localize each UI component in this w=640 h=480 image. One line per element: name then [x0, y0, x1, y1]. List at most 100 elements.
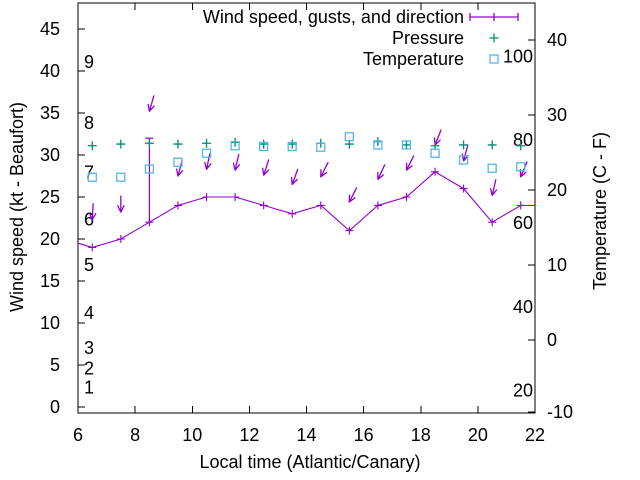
y2-tick-label-c: 40: [547, 30, 567, 50]
y2-axis-title: Temperature (C - F): [590, 132, 610, 290]
pressure-point: [487, 140, 497, 150]
beaufort-scale-label: 2: [84, 358, 94, 378]
x-tick-label: 6: [73, 425, 83, 445]
wind-point: [202, 193, 211, 201]
pressure-point: [144, 138, 154, 148]
wind-point: [402, 193, 411, 201]
temperature-point: [516, 162, 526, 172]
wind-direction-arrow: [377, 164, 386, 181]
x-tick-label: 18: [411, 425, 431, 445]
axis-ticks: [77, 3, 536, 413]
y-tick-label-kt: 45: [40, 19, 60, 39]
legend: Wind speed, gusts, and direction Pressur…: [203, 7, 519, 69]
wind-direction-arrow: [262, 159, 270, 176]
wind-direction-arrow: [519, 161, 528, 178]
wind-direction-arrow: [204, 152, 212, 170]
wind-point: [431, 167, 440, 176]
plot-generated-content: 6 8 10 12 14 16 18 20 22051015202530354045403020…: [40, 2, 573, 445]
temperature-point: [287, 141, 297, 152]
temperature-point: [373, 140, 383, 150]
temperature-point: [316, 142, 326, 152]
wind-point: [259, 201, 268, 210]
pressure-point: [259, 139, 269, 149]
x-tick-label: 14: [296, 425, 316, 445]
temperature-point: [201, 148, 212, 158]
pressure-point: [516, 141, 526, 151]
beaufort-scale-label: 3: [84, 338, 94, 358]
y2-tick-label-c: -10: [547, 402, 573, 422]
y-tick-label-kt: 35: [40, 103, 60, 123]
x-tick-label: 22: [525, 425, 545, 445]
legend-label-temperature: Temperature: [363, 49, 464, 69]
pressure-series: [87, 137, 526, 151]
wind-direction-arrow: [348, 187, 358, 203]
beaufort-scale-label: 5: [84, 255, 94, 275]
y-tick-label-kt: 10: [40, 313, 60, 333]
temperature-point: [230, 141, 240, 151]
fahrenheit-scale-label: 100: [503, 47, 533, 67]
legend-label-pressure: Pressure: [392, 28, 464, 48]
pressure-point: [459, 140, 469, 150]
legend-temperature-square-icon: [489, 54, 499, 64]
x-tick-label: 10: [182, 425, 202, 445]
wind-direction-arrow: [290, 168, 299, 186]
wind-point: [116, 235, 125, 243]
wind-line: [77, 171, 535, 248]
y-axis-title: Wind speed (kt - Beaufort): [7, 102, 27, 312]
y-tick-label-kt: 0: [50, 397, 60, 417]
y-tick-label-kt: 40: [40, 61, 60, 81]
y-tick-label-kt: 25: [40, 187, 60, 207]
wind-direction-arrow: [147, 95, 155, 112]
legend-wind-sample-icon: [469, 13, 519, 21]
fahrenheit-scale-label: 20: [513, 380, 533, 400]
wind-point: [373, 201, 382, 210]
beaufort-scale-label: 4: [84, 303, 94, 323]
beaufort-scale-label: 9: [84, 52, 94, 72]
wind-point: [459, 184, 468, 193]
temperature-point: [87, 172, 97, 182]
wind-direction-arrow: [405, 155, 415, 171]
wind-point: [316, 201, 325, 210]
temperature-point: [458, 155, 469, 165]
fahrenheit-scale-label: 80: [513, 130, 533, 150]
wind-direction-arrows: [88, 95, 528, 221]
wind-point: [288, 209, 297, 218]
wind-point: [345, 226, 354, 235]
wind-point: [145, 218, 154, 227]
temperature-point: [344, 132, 354, 142]
wind-point: [88, 243, 97, 252]
y-tick-label-kt: 5: [50, 355, 60, 375]
fahrenheit-scale-label: 40: [513, 297, 533, 317]
temperature-point: [173, 157, 183, 167]
pressure-point: [116, 139, 126, 149]
y2-tick-label-c: 30: [547, 105, 567, 125]
x-tick-label: 16: [354, 425, 374, 445]
y2-tick-label-c: 10: [547, 255, 567, 275]
beaufort-scale-label: 1: [84, 378, 94, 398]
wind-direction-arrow: [320, 161, 329, 178]
temperature-point: [430, 148, 440, 158]
x-tick-label: 20: [468, 425, 488, 445]
x-axis-title: Local time (Atlantic/Canary): [199, 452, 420, 472]
y-tick-label-kt: 30: [40, 145, 60, 165]
wind-direction-arrow: [117, 195, 125, 213]
y2-tick-label-c: 20: [547, 180, 567, 200]
legend-label-wind: Wind speed, gusts, and direction: [203, 7, 464, 27]
temperature-point: [401, 140, 412, 150]
y-tick-label-kt: 15: [40, 271, 60, 291]
wind-point: [173, 201, 182, 210]
temperature-point: [487, 163, 497, 173]
fahrenheit-scale-label: 60: [513, 213, 533, 233]
temperature-point: [116, 172, 126, 182]
plot-border: [77, 2, 536, 414]
x-tick-label: 12: [239, 425, 259, 445]
y2-tick-label-c: 0: [547, 330, 557, 350]
pressure-point: [87, 141, 97, 151]
wind-direction-arrow: [232, 153, 241, 171]
wind-series: [77, 167, 535, 252]
pressure-point: [173, 139, 183, 149]
beaufort-scale-label: 6: [84, 210, 94, 230]
y-tick-label-kt: 20: [40, 229, 60, 249]
